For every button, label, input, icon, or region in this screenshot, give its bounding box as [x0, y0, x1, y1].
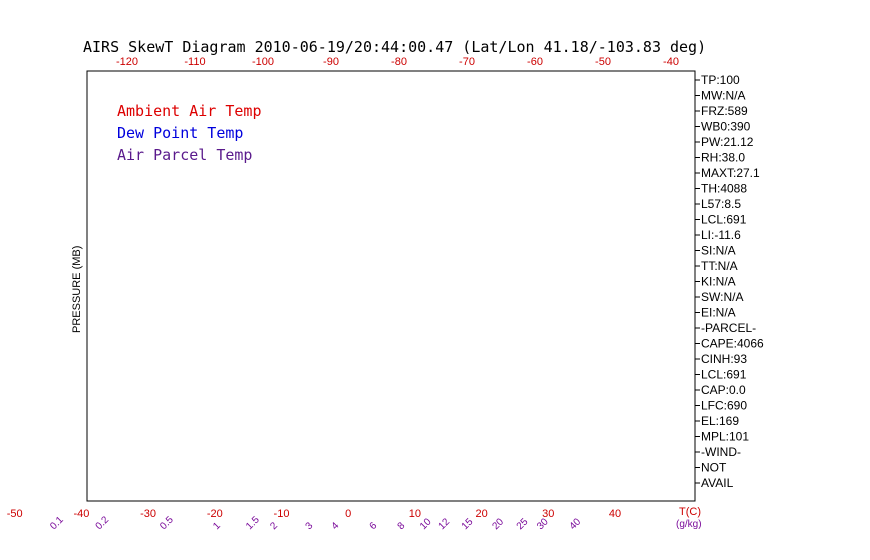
- stat-item: EI:N/A: [701, 306, 736, 320]
- x-top-tick-label: -90: [323, 56, 339, 68]
- mixing-ratio-label: 25: [515, 516, 531, 532]
- stat-item: MW:N/A: [701, 89, 745, 103]
- stat-item: SW:N/A: [701, 290, 743, 304]
- mixing-ratio-label: 15: [460, 516, 476, 532]
- stat-item: -WIND-: [701, 445, 741, 459]
- legend-ambient-air-temp: Ambient Air Temp: [117, 102, 262, 120]
- stat-item: LCL:691: [701, 368, 747, 382]
- stat-item: MPL:101: [701, 430, 749, 444]
- stat-item: TH:4088: [701, 182, 747, 196]
- x-bottom-tick-label: -40: [73, 508, 89, 520]
- stat-item: LCL:691: [701, 213, 747, 227]
- mixing-ratio-label: 0.5: [158, 514, 176, 532]
- mixing-ratio-label: 12: [437, 516, 453, 532]
- x-bottom-tick-label: 30: [542, 508, 554, 520]
- mixing-ratio-label: 0.1: [48, 514, 66, 532]
- mixing-ratio-label: 0.2: [94, 514, 112, 532]
- x-bottom-tick-label: -30: [140, 508, 156, 520]
- x-top-tick-label: -50: [595, 56, 611, 68]
- stat-item: TT:N/A: [701, 259, 738, 273]
- x-units-label: T(C): [679, 506, 701, 518]
- mixing-ratio-label: 3: [304, 520, 316, 532]
- chart-title: AIRS SkewT Diagram 2010-06-19/20:44:00.4…: [83, 38, 706, 56]
- stat-item: MAXT:27.1: [701, 166, 760, 180]
- x-top-tick-label: -80: [391, 56, 407, 68]
- stat-item: CAP:0.0: [701, 383, 746, 397]
- x-top-tick-label: -70: [459, 56, 475, 68]
- axis-ticks: 1002003004005006007008009001000-50-40-30…: [7, 56, 679, 532]
- mixing-ratio-label: 6: [368, 520, 380, 532]
- stat-item: -PARCEL-: [701, 321, 756, 335]
- mixing-ratio-label: 20: [490, 516, 506, 532]
- y-axis-label: PRESSURE (MB): [71, 246, 83, 333]
- stat-item: TP:100: [701, 73, 740, 87]
- x-bottom-tick-label: 0: [345, 508, 351, 520]
- x-bottom-tick-label: 20: [475, 508, 487, 520]
- legend-dew-point-temp: Dew Point Temp: [117, 124, 243, 142]
- mixing-ratio-label: 1.5: [244, 514, 262, 532]
- x-bottom-tick-label: -50: [7, 508, 23, 520]
- x-top-tick-label: -100: [252, 56, 274, 68]
- stat-item: LI:-11.6: [701, 228, 741, 242]
- stat-item: KI:N/A: [701, 275, 736, 289]
- legend: Ambient Air Temp Dew Point Temp Air Parc…: [117, 102, 262, 164]
- stat-item: CAPE:4066: [701, 337, 764, 351]
- stat-item: SI:N/A: [701, 244, 736, 258]
- x-top-tick-label: -60: [527, 56, 543, 68]
- mixing-units-label: (g/kg): [676, 519, 702, 530]
- mixing-ratio-label: 2: [268, 520, 280, 532]
- stat-item: L57:8.5: [701, 197, 741, 211]
- mixing-ratio-label: 1: [211, 520, 223, 532]
- legend-air-parcel-temp: Air Parcel Temp: [117, 146, 252, 164]
- stat-item: CINH:93: [701, 352, 747, 366]
- stat-item: AVAIL: [701, 476, 734, 490]
- mixing-ratio-label: 40: [568, 516, 584, 532]
- x-top-tick-label: -110: [184, 56, 205, 68]
- mixing-ratio-label: 8: [396, 520, 408, 532]
- mixing-ratio-label: 4: [330, 520, 342, 532]
- x-bottom-tick-label: 10: [409, 508, 421, 520]
- stat-item: LFC:690: [701, 399, 747, 413]
- x-top-tick-label: -40: [663, 56, 679, 68]
- stat-item: FRZ:589: [701, 104, 748, 118]
- stat-item: RH:38.0: [701, 151, 745, 165]
- x-top-tick-label: -120: [116, 56, 138, 68]
- plot-frame: [86, 70, 696, 502]
- stat-item: EL:169: [701, 414, 739, 428]
- stat-item: PW:21.12: [701, 135, 754, 149]
- x-bottom-tick-label: -10: [274, 508, 290, 520]
- x-bottom-tick-label: -20: [207, 508, 223, 520]
- stat-item: WB0:390: [701, 120, 751, 134]
- x-bottom-tick-label: 40: [609, 508, 621, 520]
- stat-item: NOT: [701, 461, 727, 475]
